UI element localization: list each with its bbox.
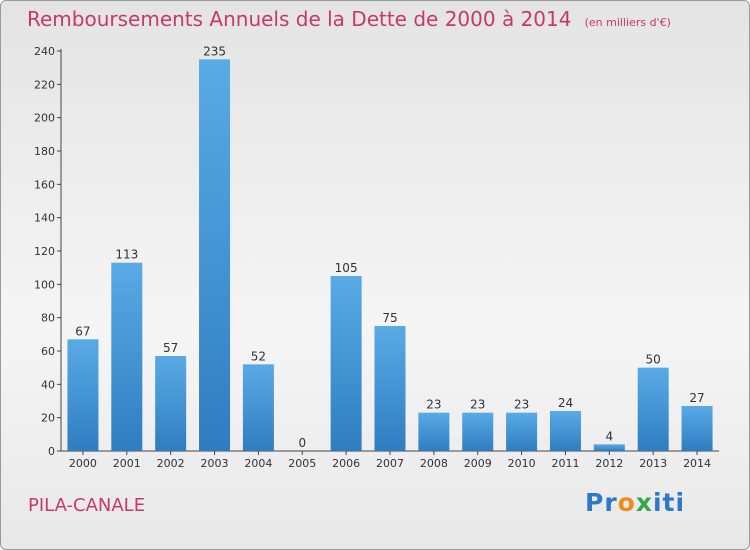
bar xyxy=(593,444,625,451)
x-tick-label: 2006 xyxy=(332,457,360,470)
x-tick-label: 2013 xyxy=(639,457,667,470)
bar-value-label: 75 xyxy=(382,311,397,325)
y-tick-label: 160 xyxy=(34,178,55,191)
y-tick-label: 40 xyxy=(41,378,55,391)
logo-part-2: o xyxy=(617,488,636,517)
commune-name: PILA-CANALE xyxy=(28,495,146,516)
bar-value-label: 0 xyxy=(298,436,306,450)
bar-value-label: 23 xyxy=(514,398,529,412)
bar xyxy=(418,412,450,451)
bar-value-label: 235 xyxy=(203,44,226,58)
x-tick-label: 2002 xyxy=(157,457,185,470)
y-tick-label: 240 xyxy=(34,45,55,58)
y-tick-label: 220 xyxy=(34,78,55,91)
x-tick-label: 2004 xyxy=(244,457,272,470)
bar xyxy=(681,406,713,451)
title-unit: (en milliers d'€) xyxy=(584,16,671,29)
bar-value-label: 105 xyxy=(335,261,358,275)
y-tick-label: 120 xyxy=(34,245,55,258)
y-tick-label: 140 xyxy=(34,212,55,225)
x-tick-label: 2005 xyxy=(288,457,316,470)
x-tick-label: 2011 xyxy=(551,457,579,470)
bar xyxy=(111,262,143,451)
chart-title: Remboursements Annuels de la Dette de 20… xyxy=(27,7,671,31)
bar-value-label: 52 xyxy=(251,349,266,363)
x-tick-label: 2003 xyxy=(201,457,229,470)
bar xyxy=(67,339,99,451)
bar-value-label: 113 xyxy=(115,248,138,262)
x-tick-label: 2008 xyxy=(420,457,448,470)
y-tick-label: 80 xyxy=(41,312,55,325)
bar-value-label: 50 xyxy=(646,353,661,367)
x-tick-label: 2010 xyxy=(508,457,536,470)
x-tick-label: 2012 xyxy=(595,457,623,470)
y-tick-label: 60 xyxy=(41,345,55,358)
bar-value-label: 57 xyxy=(163,341,178,355)
y-tick-label: 0 xyxy=(48,445,55,458)
logo-part-3: x xyxy=(635,488,653,517)
bar-value-label: 23 xyxy=(426,398,441,412)
bar xyxy=(242,364,274,451)
bar xyxy=(506,412,538,451)
bar xyxy=(199,59,231,451)
bar xyxy=(155,356,187,451)
bar xyxy=(374,326,406,451)
y-tick-label: 100 xyxy=(34,278,55,291)
bar xyxy=(330,276,362,451)
x-tick-label: 2007 xyxy=(376,457,404,470)
x-tick-label: 2000 xyxy=(69,457,97,470)
bar-value-label: 67 xyxy=(75,324,90,338)
proxiti-logo[interactable]: Proxiti xyxy=(585,488,685,517)
title-text: Remboursements Annuels de la Dette de 20… xyxy=(27,7,572,31)
bar-value-label: 23 xyxy=(470,398,485,412)
x-tick-label: 2001 xyxy=(113,457,141,470)
bar xyxy=(549,411,581,451)
bar xyxy=(637,367,669,451)
x-tick-label: 2014 xyxy=(683,457,711,470)
logo-part-4: iti xyxy=(652,488,686,517)
y-tick-label: 200 xyxy=(34,112,55,125)
logo-part-1: Pr xyxy=(585,488,618,517)
y-tick-label: 20 xyxy=(41,412,55,425)
bar-value-label: 24 xyxy=(558,396,573,410)
bar-value-label: 4 xyxy=(606,429,614,443)
bar-value-label: 27 xyxy=(689,391,704,405)
x-tick-label: 2009 xyxy=(464,457,492,470)
y-tick-label: 180 xyxy=(34,145,55,158)
bar xyxy=(462,412,494,451)
